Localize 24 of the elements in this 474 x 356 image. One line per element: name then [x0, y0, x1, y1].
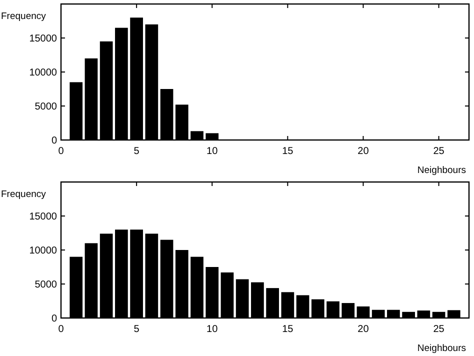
x-tick-label: 10	[206, 146, 218, 157]
x-tick-label: 0	[58, 324, 64, 335]
y-tick-label: 10000	[29, 68, 58, 78]
x-tick-label: 0	[58, 146, 64, 157]
y-tick-label: 5000	[34, 102, 58, 112]
y-tick-label: 15000	[29, 212, 58, 222]
x-tick-label: 5	[134, 146, 140, 157]
y-tick-label: 5000	[34, 280, 58, 290]
x-tick-label: 5	[134, 324, 140, 335]
y-axis-title: Frequency	[1, 11, 46, 22]
x-tick-label: 20	[358, 146, 370, 157]
y-tick-label: 0	[51, 314, 58, 324]
x-tick-label: 25	[433, 324, 445, 335]
x-tick-label: 20	[358, 324, 370, 335]
y-axis-title: Frequency	[1, 189, 46, 200]
y-tick-label: 10000	[29, 246, 58, 256]
y-tick-label: 0	[51, 136, 58, 146]
x-tick-label: 15	[282, 146, 294, 157]
x-tick-label: 25	[433, 146, 445, 157]
y-tick-label: 15000	[29, 34, 58, 44]
x-tick-label: 10	[206, 324, 218, 335]
x-axis-title: Neighbours	[417, 165, 466, 176]
x-tick-label: 15	[282, 324, 294, 335]
x-axis-title: Neighbours	[417, 343, 466, 354]
